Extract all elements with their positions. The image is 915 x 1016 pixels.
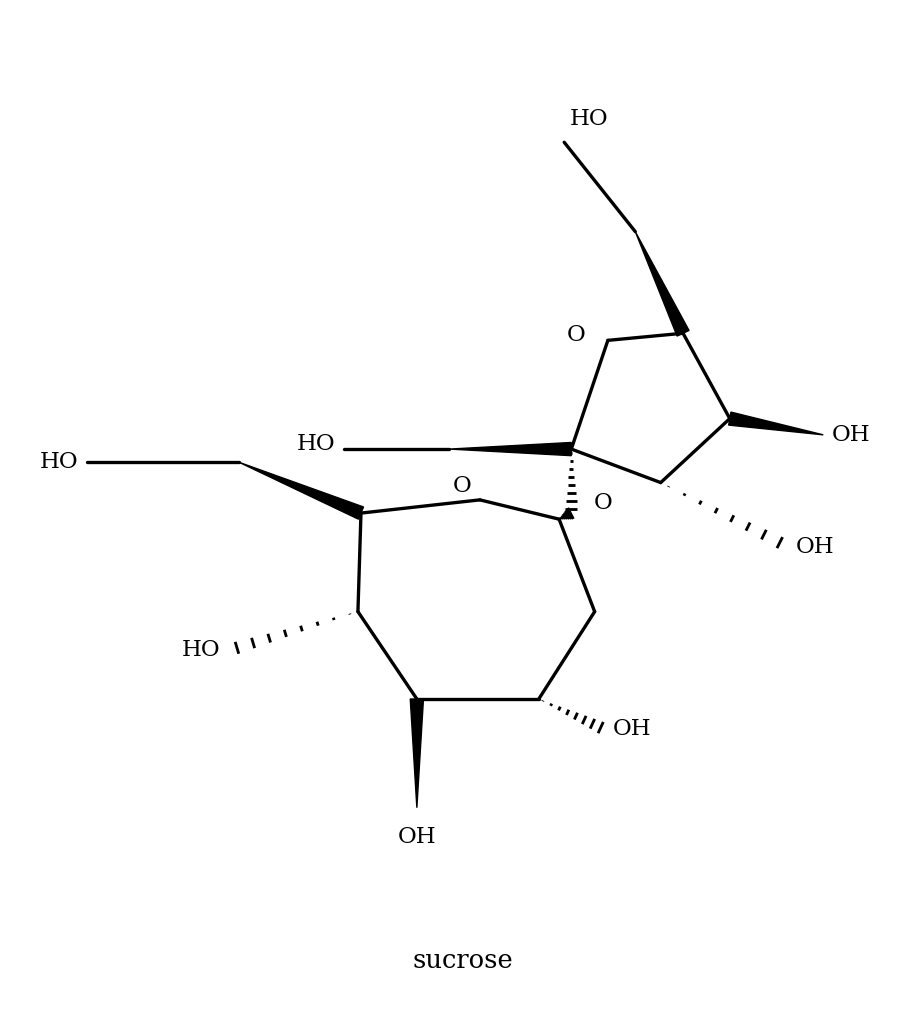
Text: O: O: [566, 324, 586, 346]
Text: OH: OH: [832, 424, 870, 446]
Text: O: O: [594, 492, 612, 514]
Text: HO: HO: [297, 433, 336, 455]
Polygon shape: [449, 443, 571, 455]
Polygon shape: [410, 699, 424, 808]
Polygon shape: [728, 412, 824, 435]
Text: OH: OH: [397, 826, 436, 848]
Text: O: O: [453, 474, 472, 497]
Text: HO: HO: [182, 639, 221, 661]
Text: sucrose: sucrose: [412, 948, 513, 972]
Text: OH: OH: [796, 535, 834, 558]
Polygon shape: [635, 232, 689, 336]
Text: HO: HO: [40, 451, 79, 473]
Text: OH: OH: [613, 718, 651, 741]
Polygon shape: [239, 462, 363, 519]
Text: HO: HO: [569, 108, 608, 130]
